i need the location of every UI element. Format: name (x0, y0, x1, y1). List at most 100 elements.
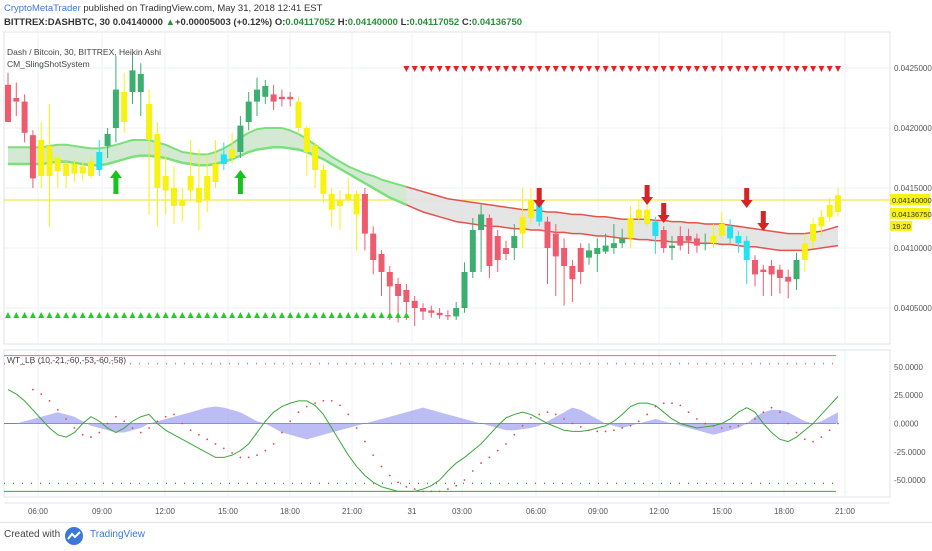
candle-body (511, 236, 518, 248)
wt2-dot (554, 413, 557, 416)
candle-body (262, 86, 269, 97)
triangle-down-icon (469, 66, 476, 72)
tradingview-brand[interactable]: TradingView (90, 529, 146, 540)
wt2-dot (56, 409, 59, 411)
candle-body (29, 135, 36, 179)
publish-line: CryptoMetaTrader published on TradingVie… (4, 3, 322, 14)
wt2-dot (256, 454, 258, 457)
candle-body (328, 194, 335, 210)
open-label: O: (274, 17, 286, 28)
author-link[interactable]: CryptoMetaTrader (4, 3, 81, 14)
candle-body (5, 84, 11, 122)
candle-body (212, 164, 219, 182)
candle-body (494, 236, 501, 260)
candle-body (793, 260, 800, 280)
wt2-dot (737, 424, 740, 427)
triangle-down-icon (444, 66, 451, 72)
chart-canvas[interactable]: 06:00 09:00 12:00 15:00 18:00 21:00 31 03:00 06:… (0, 0, 932, 522)
wt2-dot (754, 418, 756, 420)
triangle-down-icon (743, 66, 750, 72)
candle-body (519, 216, 526, 234)
candle-body (79, 166, 86, 174)
triangle-up-icon (262, 312, 269, 318)
wt2-dot (413, 488, 416, 490)
wt2-dot (106, 422, 109, 425)
triangle-down-icon (486, 66, 493, 72)
triangle-up-icon (38, 312, 45, 318)
triangle-up-icon (345, 312, 352, 318)
triangle-up-icon (337, 312, 343, 318)
triangle-up-icon (71, 312, 78, 318)
wt2-dot (305, 405, 308, 408)
triangle-down-icon (793, 66, 800, 72)
x-tick-label: 18:00 (774, 507, 795, 516)
wt2-dot (787, 422, 790, 425)
triangle-down-icon (436, 66, 443, 72)
price-change: +0.00005003 (+0.12%) (174, 17, 273, 28)
wt2-dot (720, 427, 723, 429)
wt2-dot (828, 429, 831, 432)
candle-body (785, 276, 792, 282)
close-price-text: 0.04136750 (892, 210, 932, 219)
close-price-label (890, 207, 930, 219)
wt2-dot (90, 436, 92, 438)
x-tick-label: 18:00 (280, 507, 301, 516)
triangle-down-icon (511, 66, 518, 72)
wt2-dot (222, 447, 225, 450)
last-price: 0.04140000 (112, 17, 163, 28)
created-with-text: Created with (4, 529, 61, 540)
wt2-dot (388, 474, 391, 477)
candle-body (727, 226, 734, 239)
triangle-down-icon (428, 66, 435, 72)
wt2-dot (289, 420, 292, 423)
candle-body (88, 161, 94, 176)
candle-body (453, 308, 460, 317)
low-label: L: (400, 17, 410, 28)
triangle-up-icon (270, 312, 277, 318)
candle-body (735, 236, 742, 244)
candle-body (478, 214, 485, 230)
wt2-dot (596, 430, 599, 433)
osc-y-tick-label: 0.0000 (894, 420, 919, 429)
wt2-dot (513, 433, 516, 436)
candle-body (370, 233, 377, 260)
wt2-dot (837, 422, 839, 425)
wt2-dot (579, 425, 582, 428)
candle-body (179, 200, 186, 206)
triangle-up-icon (278, 312, 285, 318)
triangle-up-icon (146, 312, 153, 318)
triangle-down-icon (453, 66, 460, 72)
triangle-down-icon (478, 66, 485, 72)
wt2-dot (198, 433, 200, 436)
wt2-dot (297, 411, 300, 414)
candle-body (752, 260, 758, 275)
wt2-dot (32, 388, 34, 391)
triangle-down-icon (785, 66, 792, 72)
close-value: 0.04136750 (471, 17, 523, 28)
candle-body (345, 194, 352, 200)
candle-body (660, 230, 667, 248)
wt2-dot (131, 427, 134, 429)
triangle-down-icon (776, 66, 783, 72)
candle-body (743, 240, 750, 260)
candle-body (278, 96, 285, 100)
triangle-up-icon (29, 312, 36, 318)
osc-y-tick-label: -50.0000 (894, 476, 926, 485)
wt2-dot (48, 399, 51, 402)
triangle-up-icon (5, 312, 11, 318)
triangle-up-icon (129, 312, 136, 318)
triangle-down-icon (818, 66, 825, 72)
triangle-up-icon (370, 312, 377, 318)
wt2-dot (173, 413, 175, 416)
wt2-dot (654, 405, 657, 408)
wt2-dot (704, 422, 707, 425)
wt2-dot (571, 422, 574, 425)
wt2-dot (40, 393, 43, 395)
candle-body (320, 170, 327, 194)
candle-body (187, 176, 194, 191)
triangle-down-icon (420, 66, 426, 72)
candle-body (71, 164, 78, 174)
triangle-down-icon (669, 66, 675, 72)
candle-body (96, 152, 103, 170)
